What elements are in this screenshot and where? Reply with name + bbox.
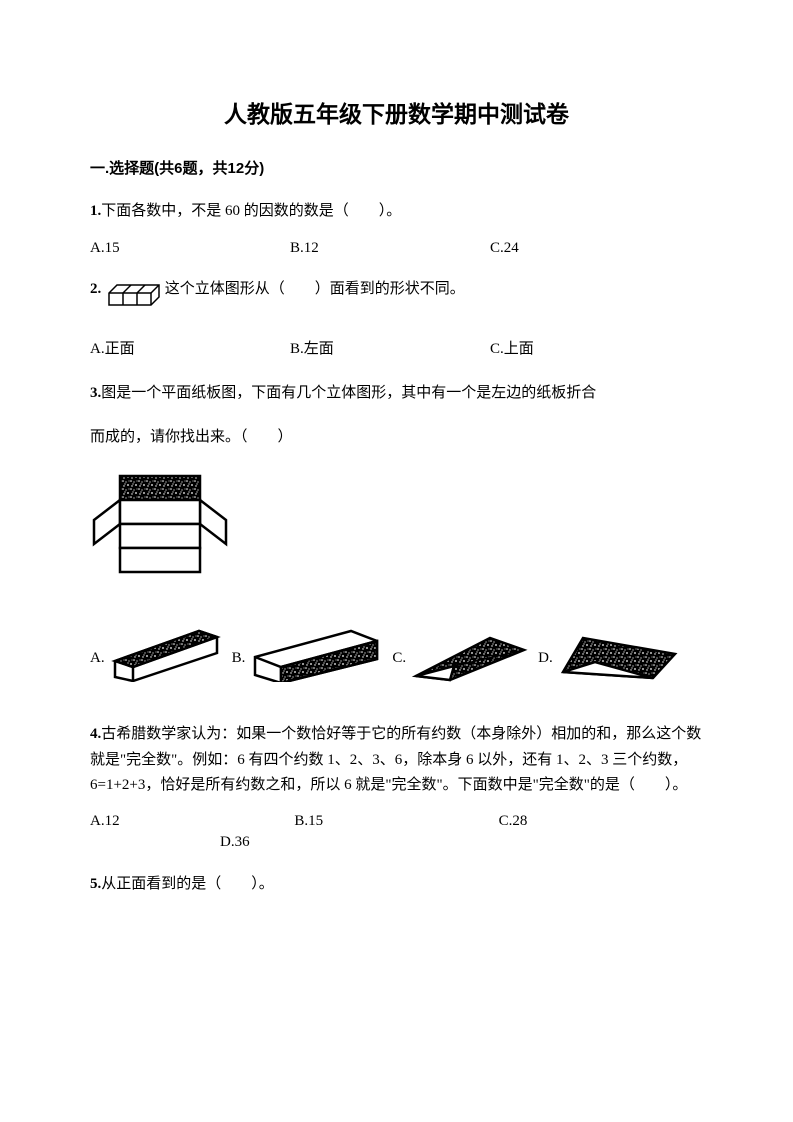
q5-text: 从正面看到的是（ ）。 xyxy=(101,876,274,892)
question-3-line1: 3.图是一个平面纸板图，下面有几个立体图形，其中有一个是左边的纸板折合 xyxy=(90,378,703,408)
page-title: 人教版五年级下册数学期中测试卷 xyxy=(90,95,703,129)
q4-number: 4. xyxy=(90,726,101,742)
q3-option-c-label: C. xyxy=(392,650,406,682)
q4-option-d: D.36 xyxy=(220,834,250,850)
q3-shape-a-icon xyxy=(109,627,224,682)
q3-number: 3. xyxy=(90,385,101,401)
q4-option-b: B.15 xyxy=(294,813,498,830)
q4-text: 古希腊数学家认为：如果一个数恰好等于它的所有约数（本身除外）相加的和，那么这个数… xyxy=(90,726,701,793)
q3-option-d-label: D. xyxy=(538,650,553,682)
q2-options: A.正面 B.左面 C.上面 xyxy=(90,337,703,358)
section-header: 一.选择题(共6题，共12分) xyxy=(90,157,703,178)
q3-text1: 图是一个平面纸板图，下面有几个立体图形，其中有一个是左边的纸板折合 xyxy=(101,385,596,401)
q3-shape-c-icon xyxy=(410,632,530,682)
q3-option-a-label: A. xyxy=(90,650,105,682)
question-3-line2: 而成的，请你找出来。（ ） xyxy=(90,422,703,452)
q3-option-b-label: B. xyxy=(232,650,246,682)
q1-option-a: A.15 xyxy=(90,240,290,257)
q1-option-c: C.24 xyxy=(490,240,690,257)
q3-text2: 而成的，请你找出来。（ ） xyxy=(90,429,293,445)
q2-text: 这个立体图形从（ ）面看到的形状不同。 xyxy=(165,281,465,297)
q5-number: 5. xyxy=(90,876,101,892)
q1-option-b: B.12 xyxy=(290,240,490,257)
q2-option-c: C.上面 xyxy=(490,337,690,358)
q4-option-a: A.12 xyxy=(90,813,294,830)
q2-option-a: A.正面 xyxy=(90,337,290,358)
cuboid-icon xyxy=(107,283,161,307)
question-5: 5.从正面看到的是（ ）。 xyxy=(90,869,703,899)
q4-option-c: C.28 xyxy=(499,813,703,830)
q2-number: 2. xyxy=(90,281,101,297)
q1-options: A.15 B.12 C.24 xyxy=(90,240,703,257)
q3-net-figure xyxy=(90,472,703,597)
q1-number: 1. xyxy=(90,203,101,219)
q3-shape-d-icon xyxy=(557,632,682,682)
q4-options: A.12 B.15 C.28 D.36 xyxy=(90,813,703,851)
question-4: 4.古希腊数学家认为：如果一个数恰好等于它的所有约数（本身除外）相加的和，那么这… xyxy=(90,722,703,799)
q1-text: 下面各数中，不是 60 的因数的数是（ ）。 xyxy=(101,203,401,219)
q3-shape-b-icon xyxy=(249,627,384,682)
question-1: 1.下面各数中，不是 60 的因数的数是（ ）。 xyxy=(90,196,703,226)
question-2: 2. 这个立体图形从（ ）面看到的形状不同。 xyxy=(90,277,703,307)
q2-option-b: B.左面 xyxy=(290,337,490,358)
q3-options: A. B. C. D. xyxy=(90,627,703,682)
